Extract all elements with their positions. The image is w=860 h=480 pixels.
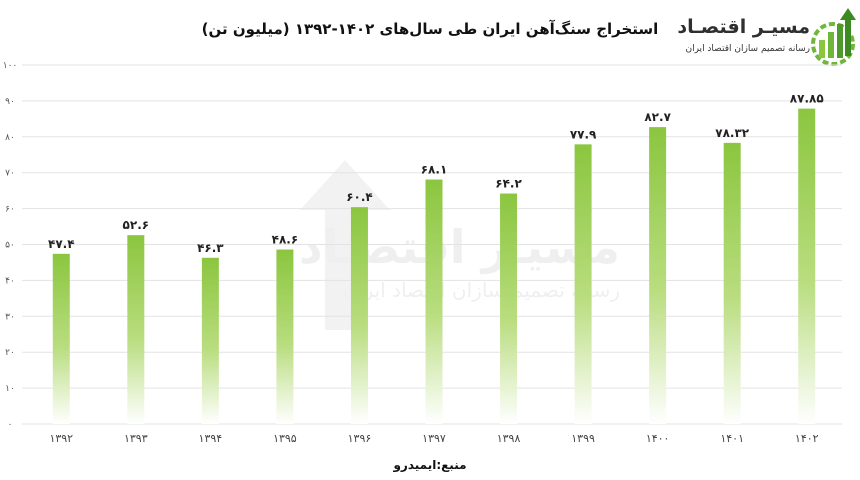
source-note: منبع:ایمیدرو xyxy=(393,458,467,472)
data-label: ۷۸.۳۲ xyxy=(715,126,750,140)
x-tick-label: ۱۳۹۸ xyxy=(497,432,521,445)
x-tick-label: ۱۳۹۹ xyxy=(571,432,595,445)
data-labels: ۴۷.۴ ۵۲.۶ ۴۶.۳ ۴۸.۶ ۶۰.۴ ۶۸.۱ ۶۴.۲ ۷۷.۹ ۸۲.۷ ۷۸.۳… xyxy=(48,92,824,255)
x-tick-label: ۱۳۹۶ xyxy=(348,432,372,445)
x-axis-ticks: ۱۳۹۲ ۱۳۹۳ ۱۳۹۴ ۱۳۹۵ ۱۳۹۶ ۱۳۹۷ ۱۳۹۸ ۱۳۹۹ ۱۴۰۰ ۱۴۰۱… xyxy=(49,432,818,445)
data-label: ۴۷.۴ xyxy=(48,237,75,251)
bar xyxy=(723,142,741,424)
y-tick-label: ۵۰ xyxy=(5,241,15,251)
x-tick-label: ۱۴۰۲ xyxy=(795,432,819,445)
bar xyxy=(52,253,70,424)
data-label: ۴۶.۳ xyxy=(197,241,224,255)
data-label: ۶۸.۱ xyxy=(421,163,448,177)
data-label: ۸۷.۸۵ xyxy=(790,92,824,106)
y-tick-label: ۶۰ xyxy=(5,205,15,215)
data-label: ۴۸.۶ xyxy=(272,233,299,247)
y-tick-label: ۰ xyxy=(8,420,13,430)
x-tick-label: ۱۳۹۳ xyxy=(124,432,148,445)
y-tick-label: ۷۰ xyxy=(5,169,15,179)
bar xyxy=(500,193,518,424)
bar xyxy=(127,235,145,424)
y-tick-label: ۸۰ xyxy=(5,133,15,143)
y-tick-label: ۲۰ xyxy=(5,348,15,358)
data-label: ۶۴.۲ xyxy=(495,177,522,191)
data-label: ۵۲.۶ xyxy=(123,218,150,232)
y-axis-ticks: ۰ ۱۰ ۲۰ ۳۰ ۴۰ ۵۰ ۶۰ ۷۰ ۸۰ ۹۰ ۱۰۰ xyxy=(3,61,18,430)
x-tick-label: ۱۳۹۲ xyxy=(49,432,73,445)
bars xyxy=(52,108,816,425)
logo: مسیـر اقتصـاد رسانه تصمیم سازان اقتصاد ا… xyxy=(677,4,858,70)
x-tick-label: ۱۴۰۱ xyxy=(720,432,744,445)
y-tick-label: ۴۰ xyxy=(5,276,15,286)
bar-chart-gear-arrow-icon xyxy=(811,8,856,66)
y-tick-label: ۱۰ xyxy=(5,384,15,394)
logo-tagline: رسانه تصمیم سازان اقتصاد ایران xyxy=(685,44,810,54)
bar xyxy=(649,127,667,425)
watermark-tagline: رسانه تصمیم سازان اقتصاد ایران xyxy=(343,278,620,302)
logo-name: مسیـر اقتصـاد xyxy=(677,16,810,38)
x-tick-label: ۱۴۰۰ xyxy=(646,432,670,445)
data-label: ۶۰.۴ xyxy=(346,190,373,204)
bar xyxy=(201,257,219,424)
data-label: ۸۲.۷ xyxy=(644,110,671,124)
bar xyxy=(425,179,443,424)
bar xyxy=(350,207,368,424)
x-tick-label: ۱۳۹۴ xyxy=(199,432,223,445)
x-tick-label: ۱۳۹۷ xyxy=(422,432,446,445)
x-tick-label: ۱۳۹۵ xyxy=(273,432,297,445)
bar xyxy=(574,144,592,425)
bar xyxy=(276,249,294,424)
y-tick-label: ۱۰۰ xyxy=(3,61,18,71)
chart-title: استخراج سنگ‌آهن ایران طی سال‌های ۱۴۰۲-۱۳… xyxy=(201,20,659,38)
bar xyxy=(798,108,816,424)
y-tick-label: ۳۰ xyxy=(5,312,15,322)
y-tick-label: ۹۰ xyxy=(5,97,15,107)
data-label: ۷۷.۹ xyxy=(570,127,597,141)
